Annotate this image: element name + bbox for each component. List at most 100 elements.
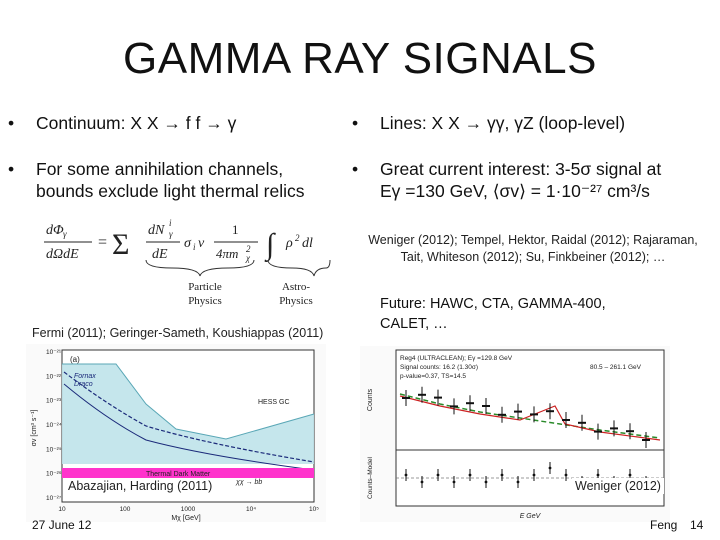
data-point [562,412,570,428]
y-tick-label: 10⁻²² [46,373,62,380]
spectrum-upper-frame [395,349,665,451]
svg-text:σ: σ [184,236,192,251]
data-point [578,414,586,431]
residual-point [500,469,504,481]
bullet-interest-line2: Eγ =130 GeV, ⟨σv⟩ = 1·10⁻²⁷ cm³/s [380,181,650,201]
y-tick-label: 10⁻²¹ [46,349,62,356]
data-point [482,398,490,414]
bullet-marker: • [352,113,359,133]
residual-point [468,469,472,481]
right-plot-caption: Weniger (2012) [572,478,664,494]
footer-date: 27 June 12 [32,518,92,532]
bullet-lines: • Lines: X X → γγ, γZ (loop-level) [352,112,712,136]
data-point [498,406,506,423]
footer-page-number: 14 [690,518,704,532]
label-astro-line1: Astro- [281,281,311,293]
draco-label: Draco [74,381,93,388]
svg-text:dΩdE: dΩdE [46,247,79,262]
y-axis-label-top: Counts [367,388,374,411]
data-point [626,423,634,440]
x-tick-label: 10⁵ [309,506,319,513]
energy-range: 80.5 – 261.1 GeV [590,364,642,371]
data-point [594,423,602,440]
svg-text:=: = [98,234,107,251]
residual-point [532,469,536,481]
label-particle-physics: Particle Physics [172,280,238,310]
svg-text:dl: dl [302,236,313,251]
data-point [514,403,522,420]
data-point [530,406,538,423]
band-label: Thermal Dark Matter [146,471,211,478]
residual-point [404,469,408,481]
label-particle-line1: Particle [188,281,222,293]
signal-model [399,395,661,441]
bullet-marker: • [8,113,15,133]
data-point [434,389,442,406]
bounds-plot: Thermal Dark Matter (a) Fornax Draco HES… [26,344,326,522]
residual-point [548,462,552,474]
x-tick-label: 100 [120,506,131,513]
data-point [546,403,554,420]
svg-text:4πm: 4πm [216,246,238,261]
bullet-continuum: • Continuum: X X → f f → γ [8,112,348,136]
x-axis-label: E GeV [520,513,542,520]
x-tick-label: 1000 [181,506,196,513]
y-axis-label-bottom: Counts–Model [367,456,374,498]
svg-text:γ: γ [169,229,173,239]
svg-text:∫: ∫ [264,228,276,263]
x-tick-label: 10 [58,506,66,513]
data-point [610,420,618,437]
future-experiments: Future: HAWC, CTA, GAMMA-400, CALET, … [380,294,700,336]
svg-text:v: v [198,236,205,251]
y-tick-label: 10⁻²³ [46,398,62,405]
svg-text:χ: χ [245,253,251,263]
bullet-continuum-text: Continuum: X X → f f → γ [36,113,237,133]
bullet-interest-line1: Great current interest: 3-5σ signal at [380,159,662,179]
label-particle-line2: Physics [188,295,222,307]
svg-text:2: 2 [295,233,300,243]
x-axis-label: Mχ [GeV] [171,515,200,522]
legend-line3: p-value=0.37, TS=14.5 [400,373,466,380]
label-astro-physics: Astro- Physics [266,280,326,310]
bullet-marker: • [352,159,359,179]
data-point [450,398,458,415]
svg-text:i: i [193,242,196,252]
y-tick-labels: 10⁻²¹ 10⁻²² 10⁻²³ 10⁻²⁴ 10⁻²⁵ 10⁻²⁶ 10⁻²⁷ [46,349,62,502]
residual-point [564,469,568,481]
svg-text:Σ: Σ [112,228,129,261]
svg-text:ρ: ρ [285,236,293,251]
bullet-channels: • For some annihilation channels, bounds… [8,158,353,204]
x-tick-labels: 10 100 1000 10⁴ 10⁵ [58,506,319,513]
y-axis-label: σv [cm³ s⁻¹] [31,410,38,447]
fornax-label: Fornax [74,373,96,380]
refs-right: Weniger (2012); Tempel, Hektor, Raidal (… [352,232,714,268]
y-tick-label: 10⁻²⁷ [46,495,62,502]
label-astro-line2: Physics [279,295,313,307]
residual-point [452,476,456,488]
draco-curve [63,383,315,471]
refs-right-line2: Tait, Whiteson (2012); Su, Finkbeiner (2… [400,250,666,264]
svg-text:i: i [169,218,172,228]
future-line2: CALET, … [380,316,448,332]
data-point [402,390,410,406]
panel-label: (a) [70,355,80,364]
left-plot-caption: Abazajian, Harding (2011) [68,478,218,494]
bullet-marker: • [8,159,15,179]
future-line1: Future: HAWC, CTA, GAMMA-400, [380,296,606,312]
svg-text:dΦ: dΦ [46,223,64,238]
residual-point [436,469,440,481]
bullet-channels-line2: bounds exclude light thermal relics [36,181,305,201]
svg-text:dN: dN [148,223,165,238]
data-point [466,395,474,412]
refs-left: Fermi (2011); Geringer-Sameth, Koushiapp… [32,326,324,340]
equation-braces [145,259,331,277]
background-model [399,393,661,439]
svg-text:dE: dE [152,247,168,262]
residual-point [420,476,424,488]
data-point [418,386,426,403]
data-point [642,432,650,448]
residual-point [484,476,488,488]
legend-line1: Reg4 (ULTRACLEAN); Eγ =129.8 GeV [400,355,513,362]
svg-text:γ: γ [63,229,67,239]
